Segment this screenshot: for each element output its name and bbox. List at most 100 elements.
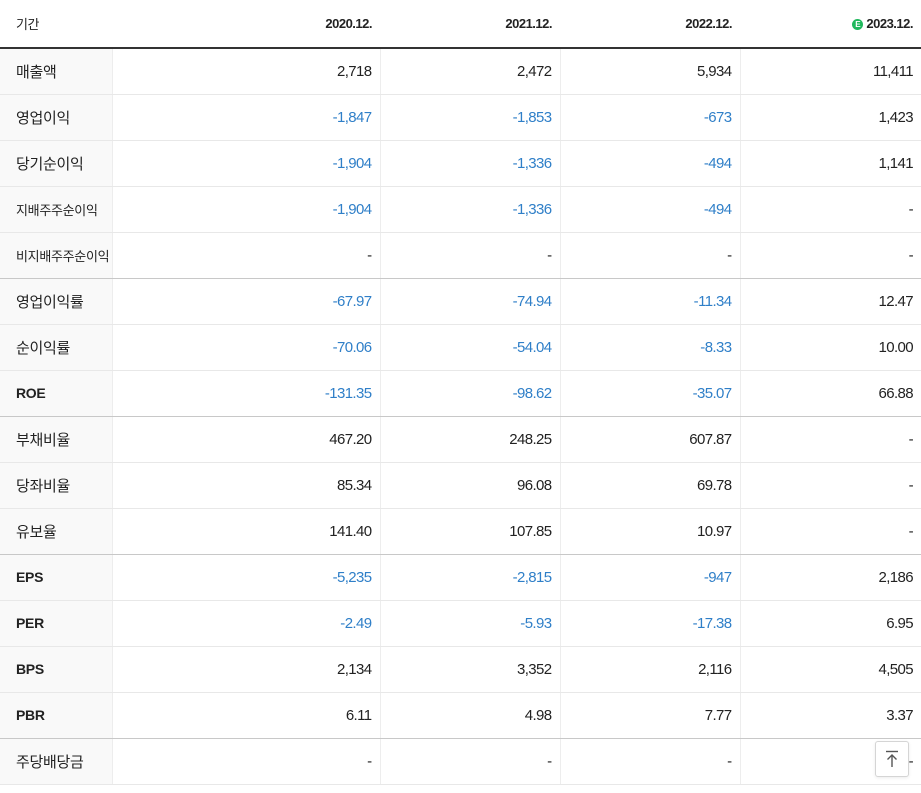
table-row: 부채비율 467.20 248.25 607.87- — [0, 416, 921, 463]
table-row: 유보율 141.40 107.85 10.97- — [0, 508, 921, 555]
sales-value-2020: 2,718 — [112, 48, 381, 95]
period-2023-label: 2023.12. — [866, 16, 913, 31]
quick-ratio-value-2021: 96.08 — [380, 462, 561, 509]
reserve-ratio-value-2023: - — [740, 508, 921, 555]
table-row: ROE -131.35 -98.62 -35.07 66.88 — [0, 370, 921, 417]
period-2020: 2020.12. — [112, 0, 380, 49]
net-margin-value-2020: -70.06 — [112, 324, 381, 371]
quick-ratio-value-2023: - — [740, 462, 921, 509]
operating-profit-value-2021: -1,853 — [380, 94, 561, 141]
noncontrolling-net-income-value-2022: - — [560, 232, 741, 279]
table-row: 매출액 2,718 2,472 5,934 11,411 — [0, 48, 921, 95]
pbr-value-2022: 7.77 — [560, 692, 741, 739]
operating-margin-value-2021: -74.94 — [380, 278, 561, 325]
row-label-operating-profit: 영업이익 — [0, 94, 113, 141]
per-value-2021: -5.93 — [380, 600, 561, 647]
table-header: 기간 2020.12. 2021.12. 2022.12. E 2023.12. — [0, 0, 921, 49]
debt-ratio-value-2022: 607.87 — [560, 416, 741, 463]
net-margin-value-2022: -8.33 — [560, 324, 741, 371]
row-label-pbr: PBR — [0, 692, 113, 739]
table-row: 영업이익률 -67.97 -74.94 -11.34 12.47 — [0, 278, 921, 325]
row-label-net-margin: 순이익률 — [0, 324, 113, 371]
operating-margin-value-2022: -11.34 — [560, 278, 741, 325]
operating-profit-value-2020: -1,847 — [112, 94, 381, 141]
eps-value-2023: 2,186 — [740, 554, 921, 601]
operating-profit-value-2023: 1,423 — [740, 94, 921, 141]
table-row: EPS -5,235 -2,815 -947 2,186 — [0, 554, 921, 601]
row-label-reserve-ratio: 유보율 — [0, 508, 113, 555]
table-row: 지배주주순이익 -1,904 -1,336 -494- — [0, 186, 921, 233]
row-label-dividend-per-share: 주당배당금 — [0, 738, 113, 785]
row-label-per: PER — [0, 600, 113, 647]
bps-value-2021: 3,352 — [380, 646, 561, 693]
sales-value-2023: 11,411 — [740, 48, 921, 95]
controlling-net-income-value-2021: -1,336 — [380, 186, 561, 233]
net-income-value-2021: -1,336 — [380, 140, 561, 187]
bps-value-2023: 4,505 — [740, 646, 921, 693]
eps-value-2022: -947 — [560, 554, 741, 601]
dividend-per-share-value-2022: - — [560, 738, 741, 785]
debt-ratio-value-2020: 467.20 — [112, 416, 381, 463]
bps-value-2022: 2,116 — [560, 646, 741, 693]
net-income-value-2020: -1,904 — [112, 140, 381, 187]
per-value-2020: -2.49 — [112, 600, 381, 647]
per-value-2023: 6.95 — [740, 600, 921, 647]
period-2022: 2022.12. — [560, 0, 740, 49]
eps-value-2020: -5,235 — [112, 554, 381, 601]
table-row: 비지배주주순이익 - - - - — [0, 232, 921, 279]
net-income-value-2023: 1,141 — [740, 140, 921, 187]
arrow-up-to-top-icon — [886, 750, 898, 767]
controlling-net-income-value-2022: -494 — [560, 186, 741, 233]
reserve-ratio-value-2022: 10.97 — [560, 508, 741, 555]
period-label: 기간 — [0, 0, 112, 49]
debt-ratio-value-2021: 248.25 — [380, 416, 561, 463]
operating-margin-value-2023: 12.47 — [740, 278, 921, 325]
table-row: PBR 6.11 4.98 7.77 3.37 — [0, 692, 921, 739]
row-label-quick-ratio: 당좌비율 — [0, 462, 113, 509]
noncontrolling-net-income-value-2023: - — [740, 232, 921, 279]
row-label-operating-margin: 영업이익률 — [0, 278, 113, 325]
net-margin-value-2023: 10.00 — [740, 324, 921, 371]
row-label-debt-ratio: 부채비율 — [0, 416, 113, 463]
roe-value-2022: -35.07 — [560, 370, 741, 417]
operating-profit-value-2022: -673 — [560, 94, 741, 141]
header-row: 기간 2020.12. 2021.12. 2022.12. E 2023.12. — [0, 0, 921, 49]
period-2023-estimate: E 2023.12. — [740, 0, 921, 49]
roe-value-2020: -131.35 — [112, 370, 381, 417]
dividend-per-share-value-2021: - — [380, 738, 561, 785]
row-label-controlling-net-income: 지배주주순이익 — [0, 186, 113, 233]
table-row: 영업이익 -1,847 -1,853 -673 1,423 — [0, 94, 921, 141]
table-row: 당기순이익 -1,904 -1,336 -494 1,141 — [0, 140, 921, 187]
period-2021: 2021.12. — [380, 0, 560, 49]
pbr-value-2023: 3.37 — [740, 692, 921, 739]
net-income-value-2022: -494 — [560, 140, 741, 187]
table-row: PER -2.49 -5.93 -17.38 6.95 — [0, 600, 921, 647]
pbr-value-2020: 6.11 — [112, 692, 381, 739]
table-row: 주당배당금 - - - - — [0, 738, 921, 785]
dividend-per-share-value-2020: - — [112, 738, 381, 785]
bps-value-2020: 2,134 — [112, 646, 381, 693]
reserve-ratio-value-2021: 107.85 — [380, 508, 561, 555]
sales-value-2021: 2,472 — [380, 48, 561, 95]
controlling-net-income-value-2020: -1,904 — [112, 186, 381, 233]
noncontrolling-net-income-value-2021: - — [380, 232, 561, 279]
quick-ratio-value-2022: 69.78 — [560, 462, 741, 509]
quick-ratio-value-2020: 85.34 — [112, 462, 381, 509]
table-row: 당좌비율 85.34 96.08 69.78- — [0, 462, 921, 509]
table-row: BPS 2,134 3,352 2,116 4,505 — [0, 646, 921, 693]
pbr-value-2021: 4.98 — [380, 692, 561, 739]
scroll-to-top-button[interactable] — [875, 741, 909, 777]
row-label-eps: EPS — [0, 554, 113, 601]
table-body: 매출액 2,718 2,472 5,934 11,411 영업이익 -1,847 -1,853… — [0, 48, 921, 785]
estimate-badge-icon: E — [852, 19, 864, 30]
operating-margin-value-2020: -67.97 — [112, 278, 381, 325]
row-label-noncontrolling-net-income: 비지배주주순이익 — [0, 232, 113, 279]
row-label-sales: 매출액 — [0, 48, 113, 95]
row-label-net-income: 당기순이익 — [0, 140, 113, 187]
net-margin-value-2021: -54.04 — [380, 324, 561, 371]
row-label-roe: ROE — [0, 370, 113, 417]
controlling-net-income-value-2023: - — [740, 186, 921, 233]
roe-value-2021: -98.62 — [380, 370, 561, 417]
